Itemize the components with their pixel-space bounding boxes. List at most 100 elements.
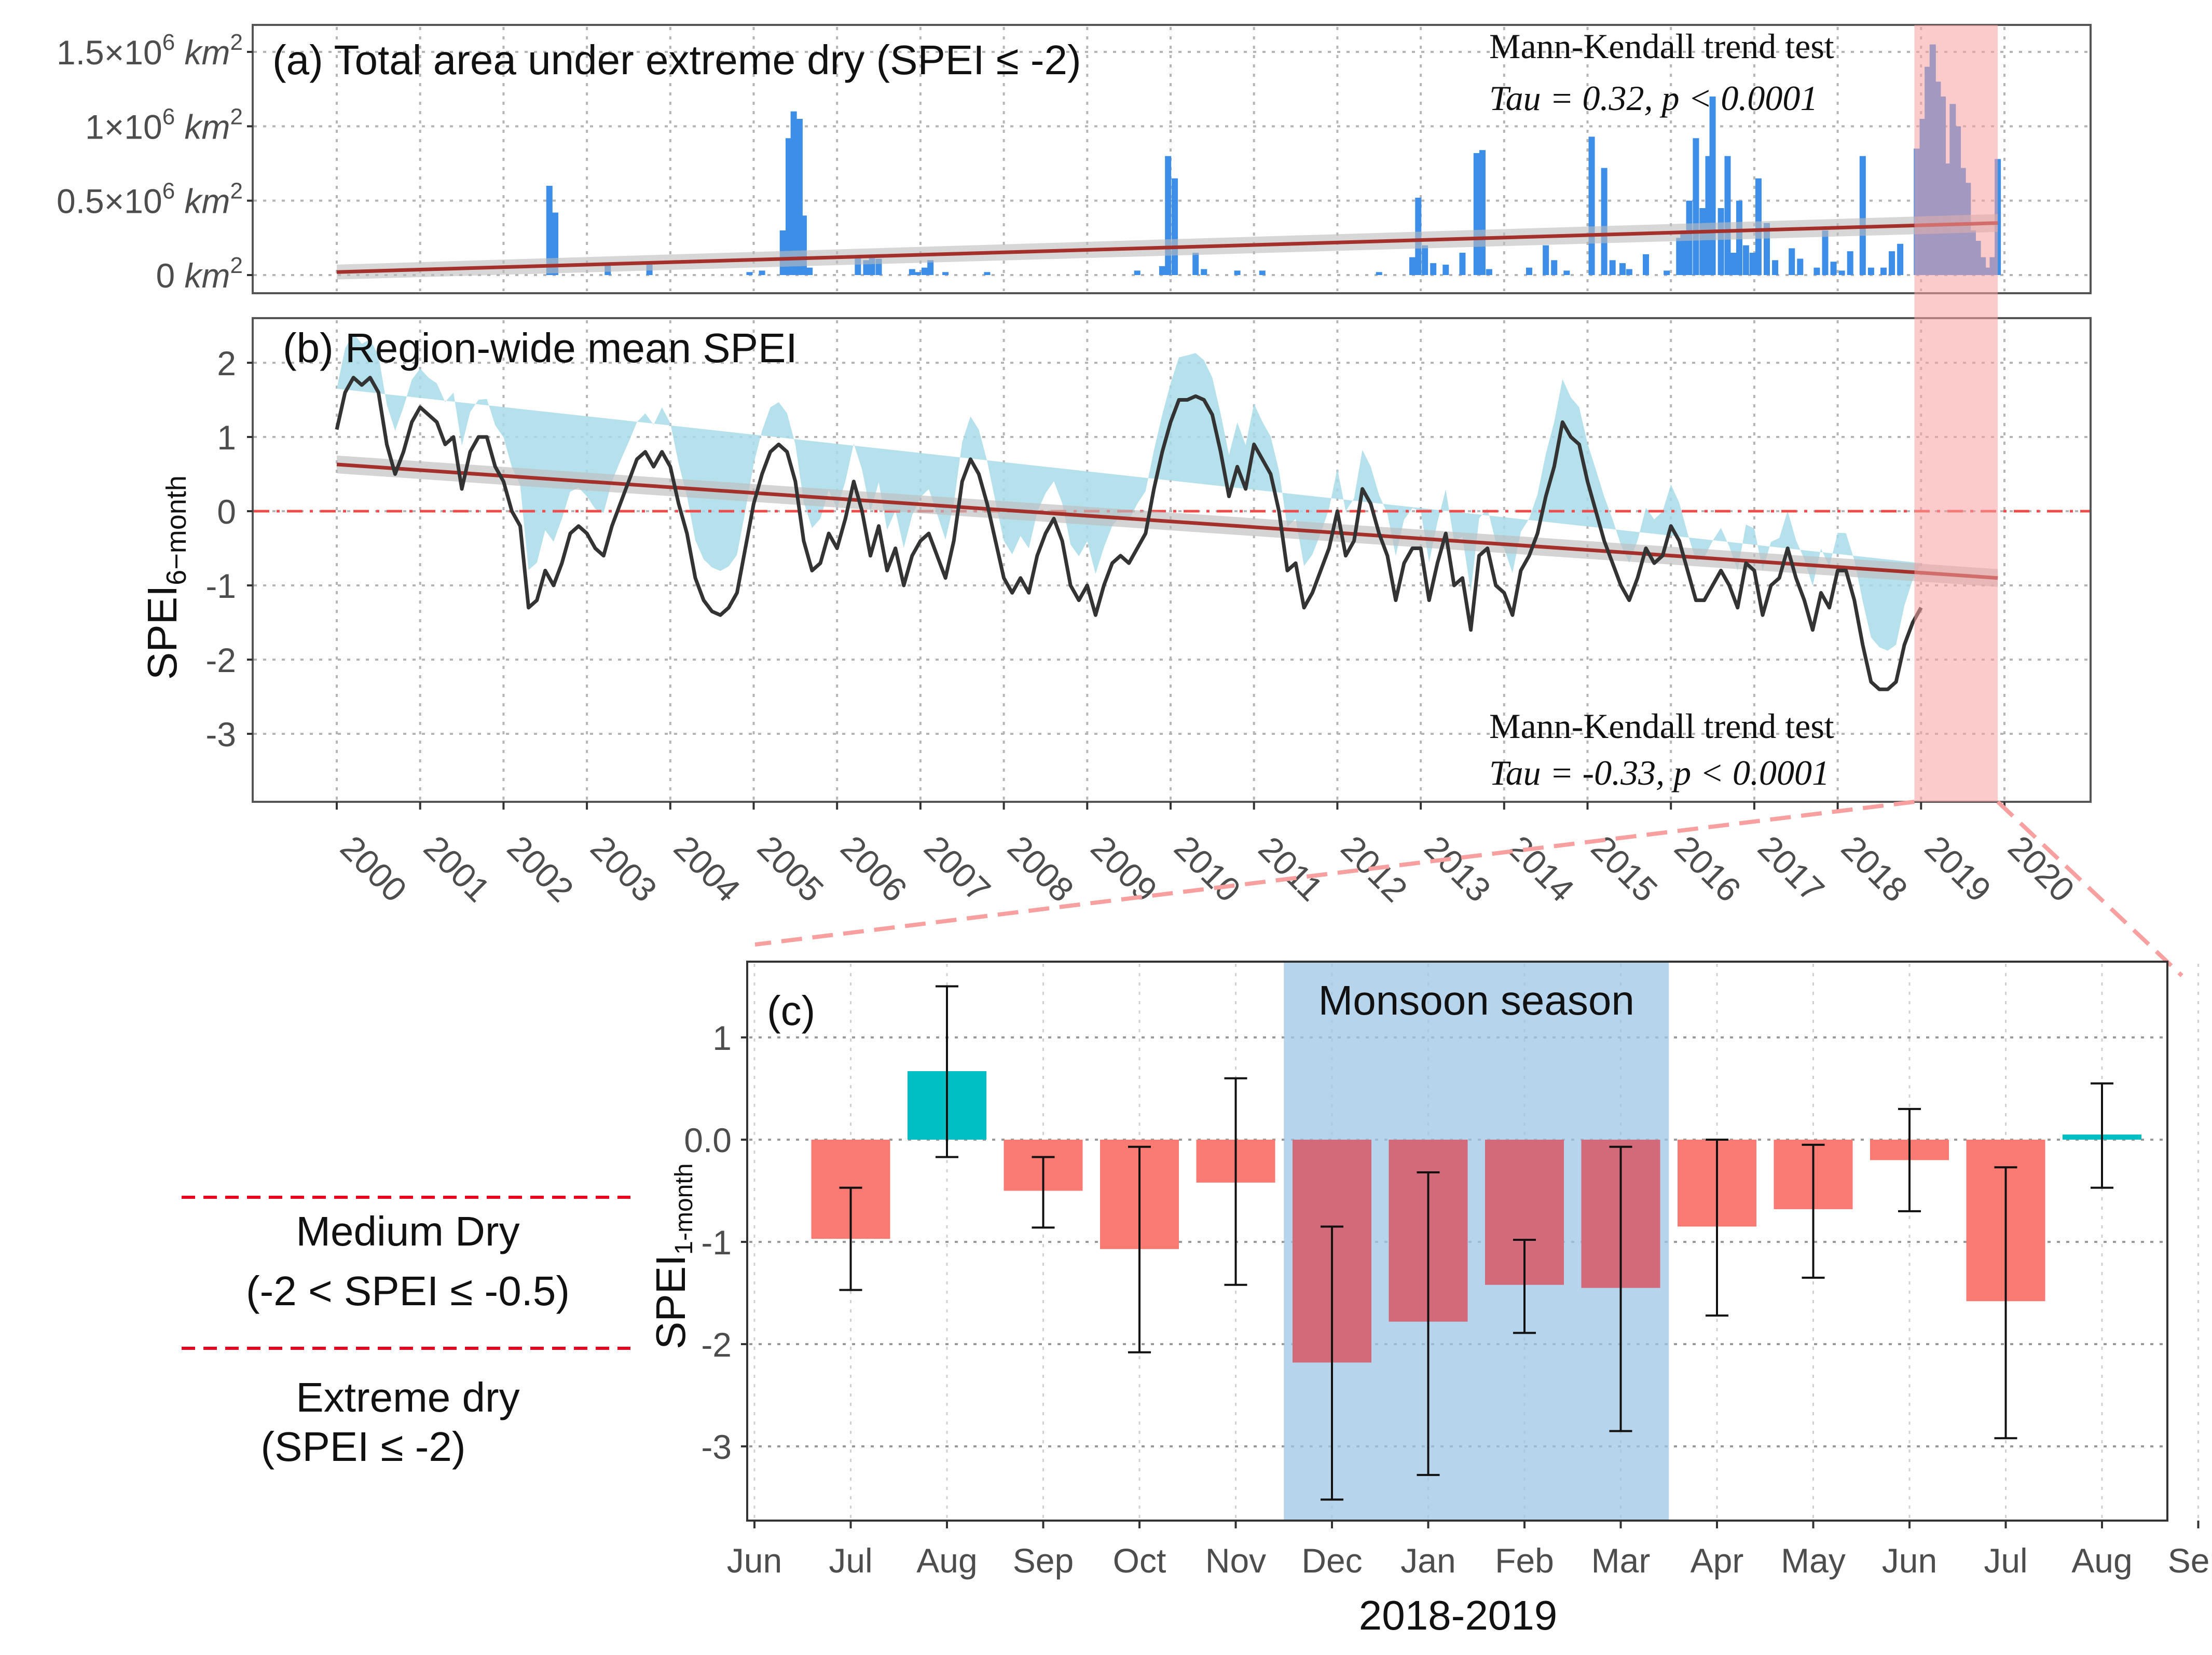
panel-a-bar <box>1459 253 1466 275</box>
panel-a-bar <box>1897 243 1904 275</box>
panel-c-y-tick-label: 0.0 <box>684 1121 732 1159</box>
panel-b-title: (b) Region-wide mean SPEI <box>283 325 798 371</box>
panel-a-y-tick-label: 1.5×106 km2 <box>57 30 243 72</box>
panel-a-bar <box>1642 254 1649 275</box>
panel-c-month-label: Aug <box>916 1541 977 1580</box>
year-label-2005: 2005 <box>750 828 831 909</box>
panel-a-bar <box>1422 245 1428 275</box>
panel-a-bar <box>942 272 949 275</box>
panel-b-band <box>337 333 1921 651</box>
panel-b-y-tick-label: 0 <box>217 493 236 531</box>
panel-a-gridlines <box>254 27 2090 291</box>
year-label-2010: 2010 <box>1167 828 1248 909</box>
panel-c-month-label: Jan <box>1400 1541 1455 1580</box>
panel-a-y-ticks: 0 km2 0.5×106 km2 1×106 km2 1.5×106 km2 <box>57 30 253 295</box>
zoom-connector-left <box>754 800 1915 947</box>
panel-c-month-label: Dec <box>1301 1541 1362 1580</box>
medium-dry-label: Medium Dry <box>296 1208 519 1254</box>
panel-c-y-tick-label: -1 <box>701 1223 732 1262</box>
panel-a-bar <box>1601 168 1608 275</box>
zoom-connector-lines <box>754 800 2183 977</box>
panel-a-bar <box>1813 267 1820 275</box>
zoom-connector-right <box>1996 800 2183 977</box>
panel-a-bar <box>1159 266 1165 275</box>
panel-c-month-label: Jun <box>727 1541 782 1580</box>
panel-a-bar <box>1588 136 1595 275</box>
panel-a-bar <box>1709 97 1716 275</box>
year-label-2008: 2008 <box>1000 828 1081 909</box>
panel-a-bar <box>1699 208 1706 275</box>
panel-a-bar <box>1442 264 1449 275</box>
panel-a-bar <box>546 186 553 275</box>
year-label-2011: 2011 <box>1252 829 1331 908</box>
panel-a-bar <box>1551 260 1558 275</box>
panel-a-bar <box>1730 253 1737 275</box>
panel-b-y-tick-label: 2 <box>217 344 236 382</box>
extreme-dry-label: Extreme dry <box>296 1374 519 1420</box>
panel-a-y-tick-label: 1×106 km2 <box>85 104 243 146</box>
dryness-legend: Medium Dry (-2 < SPEI ≤ -0.5) Extreme dr… <box>182 1196 630 1470</box>
year-label-2016: 2016 <box>1667 828 1748 909</box>
panel-b-y-tick-label: -2 <box>205 641 236 679</box>
panel-c-month-label: Nov <box>1205 1541 1266 1580</box>
panel-a-bar <box>1693 138 1699 275</box>
panel-a-title: (a) Total area under extreme dry (SPEI ≤… <box>272 37 1081 83</box>
year-label-2001: 2001 <box>417 828 498 909</box>
panel-a-bar <box>1619 263 1626 275</box>
panel-a-bar <box>1259 270 1266 275</box>
panel-c-y-tick-label: -3 <box>701 1428 732 1466</box>
panel-a-bar <box>1772 260 1779 275</box>
panel-a-bar <box>1486 269 1492 275</box>
panel-b-trend <box>336 462 1998 580</box>
year-label-2002: 2002 <box>500 828 581 909</box>
panel-c-y-ticks: 1 0.0 -1 -2 -3 <box>684 1019 747 1466</box>
panel-b-y-axis-label: SPEI6−month <box>139 475 192 680</box>
panel-c-y-tick-label: -2 <box>701 1325 732 1364</box>
panel-c-error-bars <box>839 985 2113 1501</box>
panel-b-test-stat: Tau = -0.33, p < 0.0001 <box>1489 753 1830 792</box>
panel-a-bar <box>1543 245 1549 275</box>
year-label-2003: 2003 <box>583 828 664 909</box>
panel-a-bar <box>1718 208 1724 275</box>
year-label-2018: 2018 <box>1834 828 1915 909</box>
panel-a-bar <box>1742 245 1749 275</box>
panel-a-bar <box>1165 156 1172 275</box>
year-label-2004: 2004 <box>667 828 748 909</box>
panel-a-bar <box>921 267 928 275</box>
highlight-2019-band <box>1914 25 1998 802</box>
panel-a-bar <box>1847 251 1853 275</box>
panel-c-month-label: Jun <box>1882 1541 1937 1580</box>
year-label-2006: 2006 <box>833 828 914 909</box>
panel-c-month-label: Mar <box>1591 1541 1651 1580</box>
panel-a-bar <box>785 138 792 275</box>
year-label-2007: 2007 <box>917 828 998 909</box>
panel-c-month-label: Jul <box>1984 1541 2027 1580</box>
panel-a-bar <box>984 272 991 275</box>
panel-a-bar <box>927 260 934 275</box>
year-label-2000: 2000 <box>333 828 414 909</box>
panel-a-bar <box>1563 270 1570 275</box>
panel-b-test-title: Mann-Kendall trend test <box>1489 706 1834 746</box>
panel-a-bar <box>1664 270 1670 275</box>
panel-a-bar <box>1789 248 1795 275</box>
panel-b-uncertainty-band <box>337 333 1921 651</box>
panel-a-bar <box>1838 270 1845 275</box>
panel-a-bar <box>1526 267 1533 275</box>
panel-a-bar <box>1859 156 1866 275</box>
panel-c-x-ticks: Jun Jul Aug Sep Oct Nov Dec Jan Feb Mar Apr May Jun J… <box>727 1521 2212 1580</box>
panel-a-bar <box>1409 257 1416 275</box>
panel-c-month-label: Sep <box>1013 1541 1074 1580</box>
panel-a-bar <box>1479 150 1486 275</box>
panel-a-y-tick-label: 0 km2 <box>156 253 243 295</box>
panel-a-bar <box>806 267 813 275</box>
panel-a-bar <box>1889 251 1895 275</box>
panel-a-bar <box>1626 269 1632 275</box>
monsoon-season-label: Monsoon season <box>1318 977 1634 1023</box>
panel-a-bar <box>1724 156 1731 275</box>
panel-c-month-label: Sep <box>2168 1541 2212 1580</box>
panel-a-bar <box>1192 253 1199 275</box>
year-label-2017: 2017 <box>1751 828 1832 909</box>
panel-a-bar <box>1749 253 1756 275</box>
year-label-2013: 2013 <box>1417 828 1498 909</box>
extreme-dry-range: (SPEI ≤ -2) <box>260 1424 465 1470</box>
